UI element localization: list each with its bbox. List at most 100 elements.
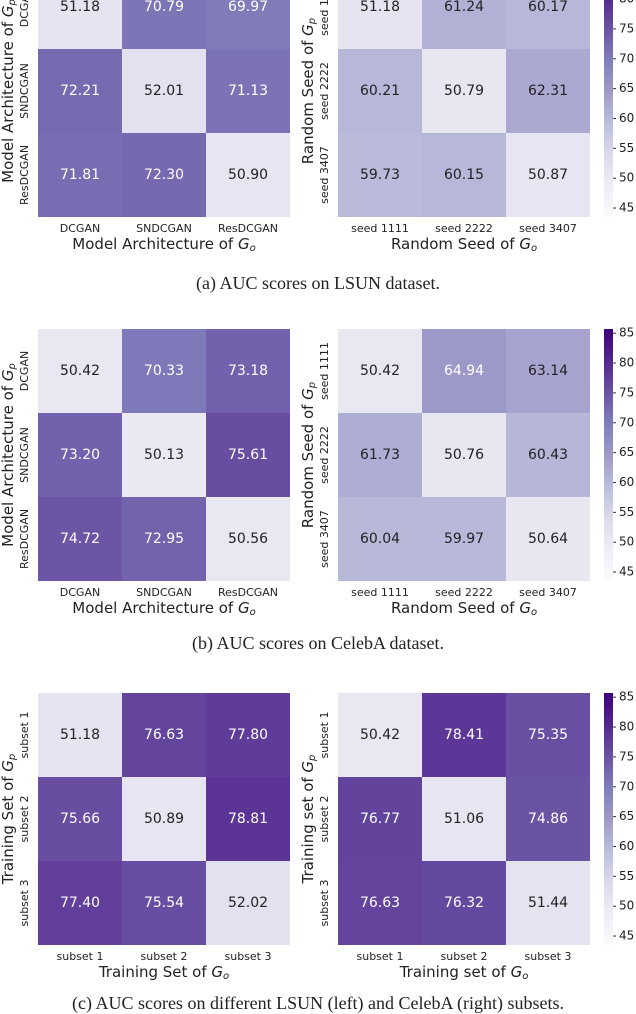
y-axis-label: Random Seed of Gp (299, 18, 319, 164)
y-axis-label-text: Model Architecture of (0, 17, 17, 183)
cell-label: 50.76 (444, 447, 484, 463)
y-tick-label: seed 3407 (318, 510, 331, 568)
colorbar-tick-label: 60 (619, 475, 634, 489)
x-tick-label: subset 1 (357, 950, 404, 963)
colorbar-tick-label: 65 (619, 445, 634, 459)
heatmap-cell (38, 49, 122, 133)
heatmap-cell (122, 329, 206, 413)
cell-label: 76.63 (144, 727, 184, 743)
heatmap-cell (338, 777, 422, 861)
heatmap-cell (206, 0, 290, 49)
y-axis-label-text: Model Architecture of (0, 381, 17, 547)
y-axis-label: Training set of Gp (299, 755, 319, 885)
heatmap-cell (38, 861, 122, 945)
cell-label: 71.81 (60, 167, 100, 183)
cell-label: 73.20 (60, 447, 100, 463)
y-tick-label: DCGAN (18, 351, 31, 391)
colorbar-tick-label: 80 (619, 720, 634, 734)
cell-label: 50.42 (360, 727, 400, 743)
heatmap-cell (338, 413, 422, 497)
heatmap-cell (122, 49, 206, 133)
y-axis-label-var: G (299, 761, 317, 773)
cell-label: 50.89 (144, 811, 184, 827)
x-axis-label: Training set of Go (399, 963, 529, 983)
heatmap-cell (506, 693, 590, 777)
y-axis-label-text: Random Seed of (299, 36, 317, 164)
cell-label: 72.21 (60, 83, 100, 99)
heatmap-cell (422, 777, 506, 861)
heatmap-cell (422, 693, 506, 777)
cell-label: 50.13 (144, 447, 184, 463)
cell-label: 51.18 (60, 727, 100, 743)
cell-label: 77.80 (228, 727, 268, 743)
heatmap-cell (38, 693, 122, 777)
cell-label: 51.06 (444, 811, 484, 827)
y-axis-label-sub: p (307, 382, 318, 389)
x-tick-label: seed 1111 (351, 586, 409, 599)
cell-label: 70.79 (144, 0, 184, 15)
y-tick-label: subset 1 (18, 712, 31, 759)
cell-label: 62.31 (528, 83, 568, 99)
y-tick-label: DCGAN (18, 0, 31, 27)
x-axis-label-sub: o (223, 971, 229, 982)
x-tick-label: seed 2222 (435, 222, 493, 235)
y-axis-label-var: G (0, 760, 17, 772)
colorbar (604, 693, 613, 945)
cell-label: 50.79 (444, 83, 484, 99)
heatmap-cell (338, 693, 422, 777)
y-axis-label-text: Random Seed of (299, 400, 317, 528)
heatmap-cell (422, 49, 506, 133)
heatmap-cell (122, 693, 206, 777)
y-axis-label: Model Architecture of Gp (0, 0, 18, 183)
y-tick-label: subset 3 (318, 880, 331, 927)
cell-label: 70.33 (144, 363, 184, 379)
x-tick-label: subset 2 (441, 950, 488, 963)
caption: (a) AUC scores on LSUN dataset. (196, 273, 440, 294)
heatmap-cell (506, 0, 590, 49)
heatmap-cell (122, 777, 206, 861)
cell-label: 76.77 (360, 811, 400, 827)
y-axis-label: Training Set of Gp (0, 754, 18, 886)
cell-label: 75.66 (60, 811, 100, 827)
heatmap-cell (506, 49, 590, 133)
cell-label: 50.56 (228, 531, 268, 547)
colorbar-tick-label: 50 (619, 535, 634, 549)
x-tick-label: ResDCGAN (218, 222, 278, 235)
cell-label: 73.18 (228, 363, 268, 379)
y-tick-label: seed 1111 (318, 0, 331, 36)
y-tick-label: ResDCGAN (18, 145, 31, 205)
cell-label: 50.42 (60, 363, 100, 379)
caption: (b) AUC scores on CelebA dataset. (192, 633, 444, 654)
heatmap-cell (422, 0, 506, 49)
cell-label: 60.15 (444, 167, 484, 183)
y-tick-label: seed 2222 (318, 62, 331, 120)
y-axis-label-text: Training set of (299, 773, 317, 885)
heatmap-cell (206, 861, 290, 945)
x-axis-label-var: G (519, 235, 531, 253)
y-axis-label-sub: p (7, 363, 18, 370)
y-axis-label-text: Training Set of (0, 772, 17, 886)
x-tick-label: seed 3407 (519, 222, 577, 235)
cell-label: 51.44 (528, 895, 568, 911)
y-tick-label: subset 2 (318, 796, 331, 843)
x-axis-label-var: G (238, 599, 250, 617)
heatmap-cell (122, 861, 206, 945)
x-axis-label-sub: o (522, 971, 528, 982)
y-tick-label: SNDCGAN (18, 63, 31, 119)
heatmap-cell (338, 49, 422, 133)
y-axis-label: Random Seed of Gp (299, 382, 319, 528)
cell-label: 60.17 (528, 0, 568, 15)
y-tick-label: subset 1 (318, 712, 331, 759)
colorbar (604, 0, 613, 217)
x-axis-label: Training Set of Go (98, 963, 229, 983)
cell-label: 75.35 (528, 727, 568, 743)
cell-label: 51.18 (360, 0, 400, 15)
heatmap-cell (506, 413, 590, 497)
x-axis-label-text: Training Set of (98, 963, 212, 981)
x-axis-label-var: G (211, 963, 223, 981)
heatmap-cell (206, 497, 290, 581)
cell-label: 75.54 (144, 895, 184, 911)
y-axis-label-var: G (0, 370, 17, 382)
y-axis-label-var: G (299, 388, 317, 400)
cell-label: 59.73 (360, 167, 400, 183)
